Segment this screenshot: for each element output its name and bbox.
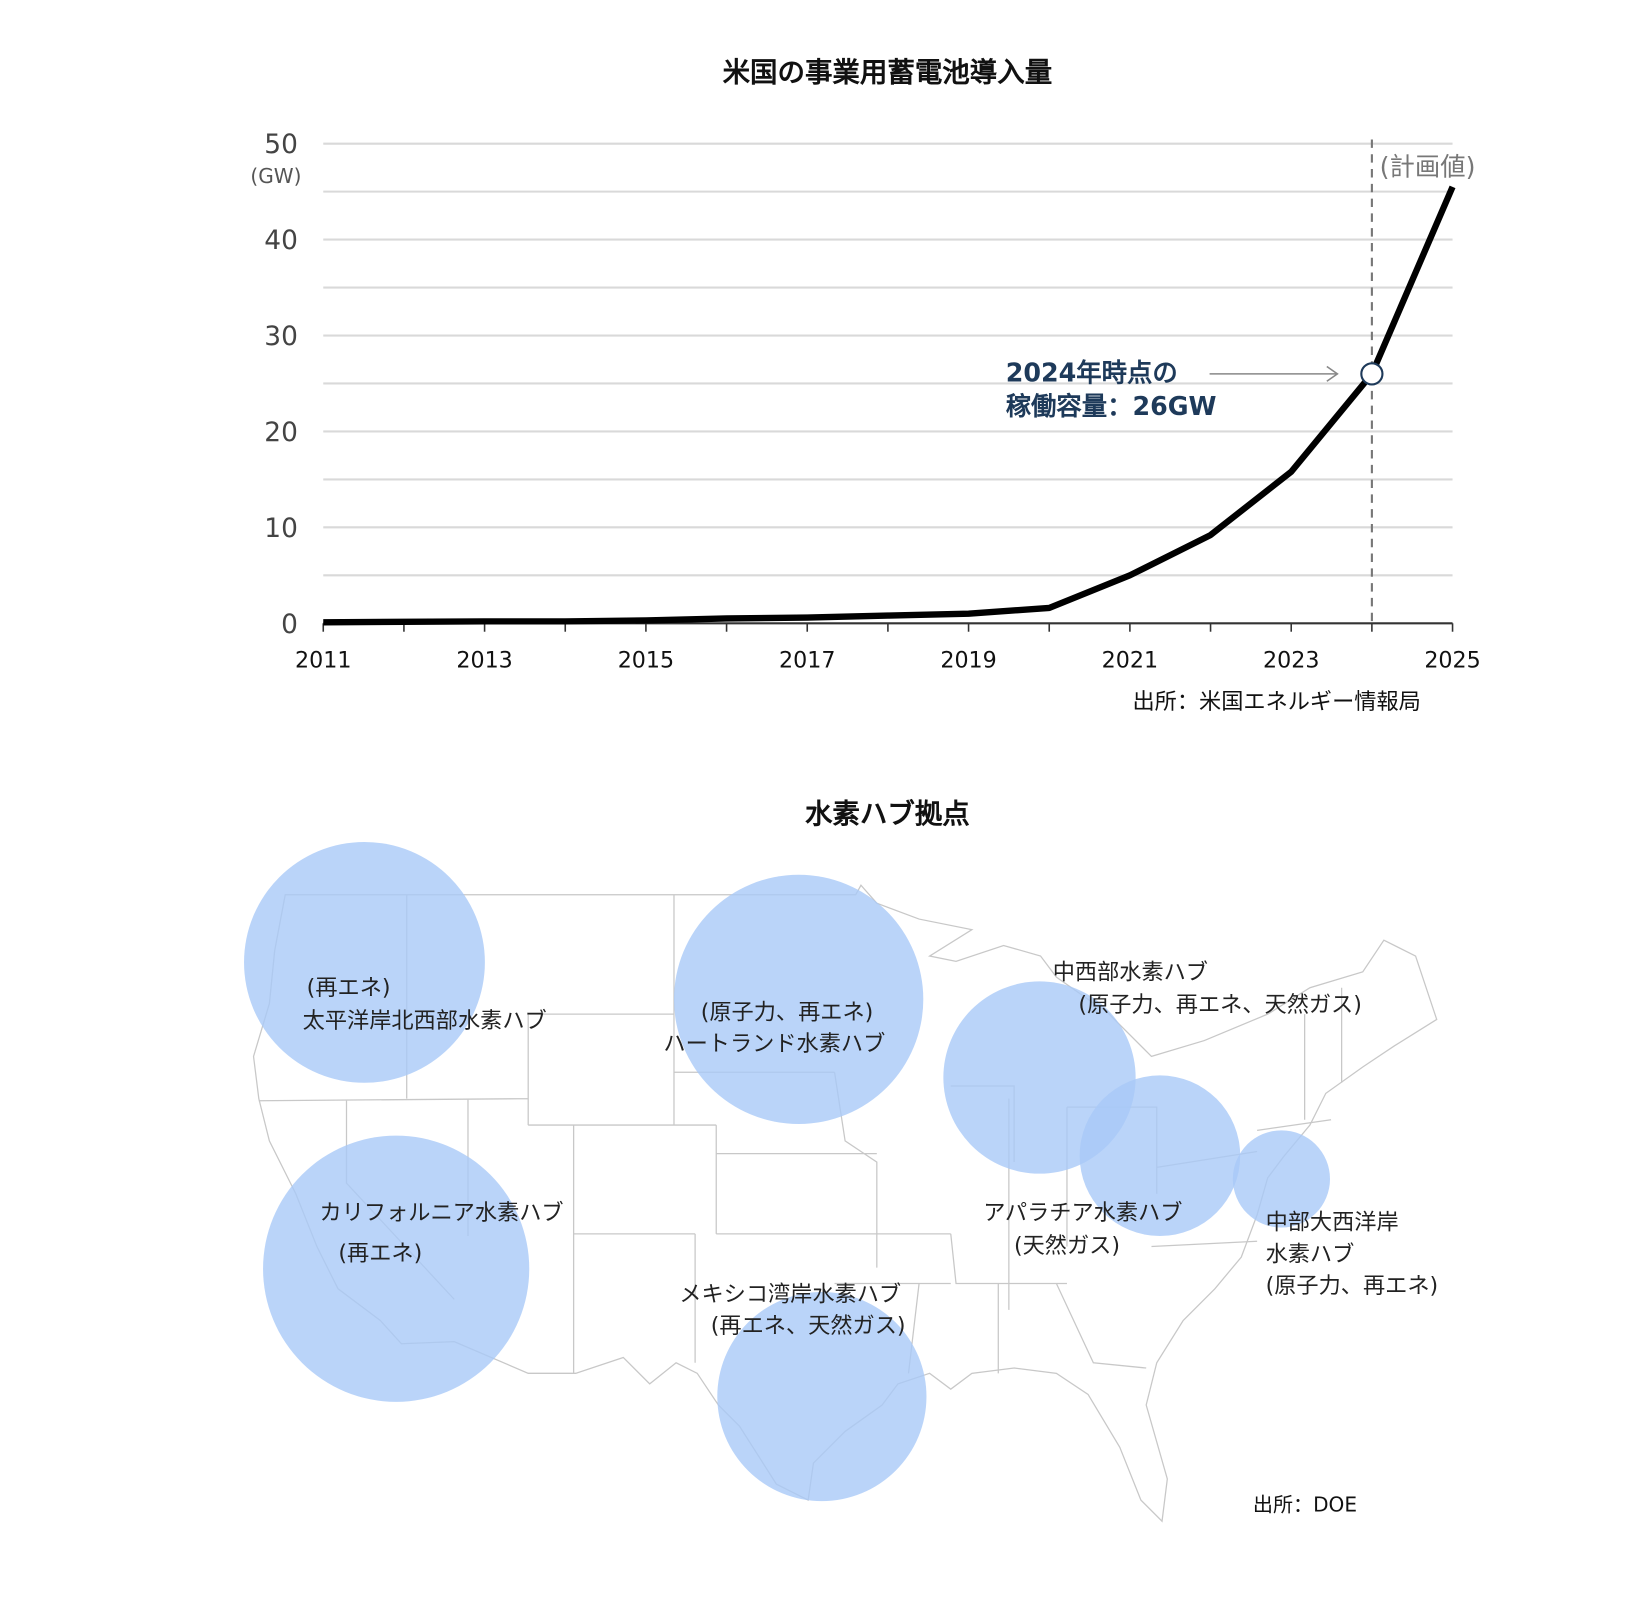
y-tick-label: 20 [264, 417, 298, 448]
hub-california-source: (再エネ) [338, 1240, 423, 1266]
hub-midatlantic-name2: 水素ハブ [1265, 1241, 1355, 1267]
hub-heartland-name: ハートランド水素ハブ [663, 1031, 886, 1057]
annotation: 2024年時点の 稼働容量：26GW [1006, 356, 1217, 424]
hub-bubble-5 [263, 1135, 530, 1402]
hub-heartland-source: (原子力、再エネ) [700, 999, 874, 1025]
map-title: 水素ハブ拠点 [804, 798, 970, 831]
hub-appalachia-name: アパラチア水素ハブ [983, 1200, 1183, 1226]
hub-midwest-source: (原子力、再エネ、天然ガス) [1078, 991, 1362, 1018]
planned-label: (計画値) [1379, 152, 1476, 182]
hub-midatlantic-name1: 中部大西洋岸 [1265, 1209, 1399, 1235]
hub-bubble-6 [717, 1291, 927, 1502]
hub-bubbles [244, 841, 1331, 1502]
hub-nw-name: 太平洋岸北西部水素ハブ [302, 1007, 547, 1034]
hub-bubble-0 [244, 841, 485, 1083]
hub-midwest-name: 中西部水素ハブ [1052, 959, 1208, 985]
y-axis-unit: (GW) [250, 164, 302, 189]
annotation-point [1360, 362, 1384, 386]
hub-gulf-name: メキシコ湾岸水素ハブ [679, 1281, 902, 1307]
annotation-line2: 稼働容量：26GW [1005, 391, 1217, 422]
x-tick-label: 2025 [1424, 648, 1480, 674]
chart-source: 出所：米国エネルギー情報局 [1132, 688, 1421, 715]
hub-midatlantic-source: (原子力、再エネ) [1265, 1272, 1439, 1299]
hub-california-name: カリフォルニア水素ハブ [319, 1200, 564, 1226]
line-chart: 0 10 20 30 40 50 2011 2013 2015 2017 2019 2021 2023 2… [264, 129, 1480, 674]
x-tick-label: 2021 [1102, 648, 1158, 674]
annotation-line1: 2024年時点の [1005, 358, 1178, 388]
hub-gulf-source: (再エネ、天然ガス) [710, 1313, 906, 1339]
x-tick-label: 2013 [456, 648, 512, 674]
hub-nw-source: (再エネ) [306, 975, 391, 1001]
x-tick-label: 2023 [1263, 648, 1319, 674]
series-line [323, 185, 1456, 626]
y-tick-label: 30 [264, 321, 298, 352]
x-tick-label: 2015 [618, 648, 674, 674]
hub-bubble-3 [1079, 1075, 1241, 1236]
x-tick-label: 2011 [295, 648, 351, 674]
annotation-arrowhead [1326, 365, 1339, 382]
y-tick-label: 0 [281, 609, 298, 640]
map-source: 出所：DOE [1252, 1493, 1358, 1517]
x-tick-label: 2019 [940, 648, 996, 674]
hub-bubble-4 [1232, 1130, 1331, 1228]
hub-appalachia-source: (天然ガス) [1013, 1232, 1120, 1259]
hub-bubble-1 [673, 874, 924, 1125]
y-tick-label: 10 [264, 513, 298, 544]
x-tick-label: 2017 [779, 648, 835, 674]
y-tick-label: 40 [264, 225, 298, 256]
chart-title: 米国の事業用蓄電池導入量 [722, 57, 1053, 89]
y-tick-label: 50 [264, 129, 298, 160]
